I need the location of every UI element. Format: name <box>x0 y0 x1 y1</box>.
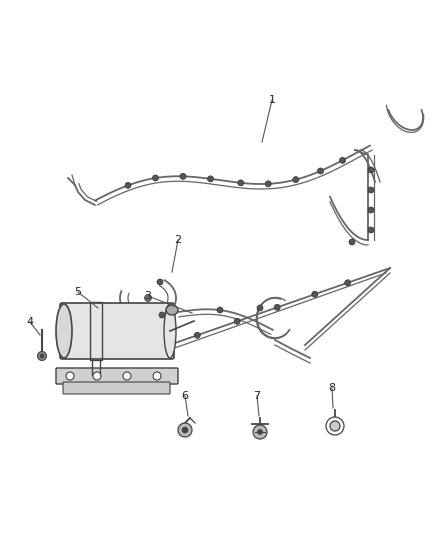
Circle shape <box>293 176 299 183</box>
Circle shape <box>180 173 186 179</box>
Ellipse shape <box>166 305 178 315</box>
Text: 6: 6 <box>181 391 188 401</box>
Circle shape <box>40 354 44 358</box>
Ellipse shape <box>56 304 72 358</box>
Circle shape <box>326 417 344 435</box>
FancyBboxPatch shape <box>63 382 170 394</box>
Circle shape <box>66 372 74 380</box>
Circle shape <box>333 424 337 428</box>
Circle shape <box>208 176 213 182</box>
Circle shape <box>257 305 263 311</box>
Circle shape <box>194 332 200 338</box>
Text: 3: 3 <box>145 291 152 301</box>
Circle shape <box>253 425 267 439</box>
Circle shape <box>152 175 159 181</box>
Text: 2: 2 <box>174 235 182 245</box>
Circle shape <box>93 372 101 380</box>
FancyBboxPatch shape <box>56 368 178 384</box>
Circle shape <box>238 180 244 186</box>
Circle shape <box>368 167 374 173</box>
Text: 5: 5 <box>74 287 81 297</box>
Circle shape <box>217 307 223 313</box>
Circle shape <box>368 207 374 213</box>
Circle shape <box>38 351 46 360</box>
Circle shape <box>234 318 240 324</box>
Circle shape <box>349 239 355 245</box>
Circle shape <box>123 372 131 380</box>
FancyBboxPatch shape <box>60 303 174 359</box>
Circle shape <box>265 181 271 187</box>
Circle shape <box>368 227 374 233</box>
Circle shape <box>153 372 161 380</box>
Text: 4: 4 <box>26 317 34 327</box>
Circle shape <box>330 421 340 431</box>
Ellipse shape <box>164 304 176 358</box>
Circle shape <box>345 280 351 286</box>
Circle shape <box>258 430 262 434</box>
Circle shape <box>274 304 280 310</box>
Text: 1: 1 <box>268 95 276 105</box>
Circle shape <box>339 157 346 163</box>
Circle shape <box>318 168 324 174</box>
Text: 8: 8 <box>328 383 336 393</box>
Text: 7: 7 <box>254 391 261 401</box>
Circle shape <box>159 312 165 318</box>
Circle shape <box>125 182 131 188</box>
Circle shape <box>182 427 188 433</box>
Circle shape <box>312 291 318 297</box>
Circle shape <box>368 187 374 193</box>
Circle shape <box>157 279 163 285</box>
Circle shape <box>178 423 192 437</box>
Circle shape <box>145 295 152 302</box>
Bar <box>90 302 102 360</box>
